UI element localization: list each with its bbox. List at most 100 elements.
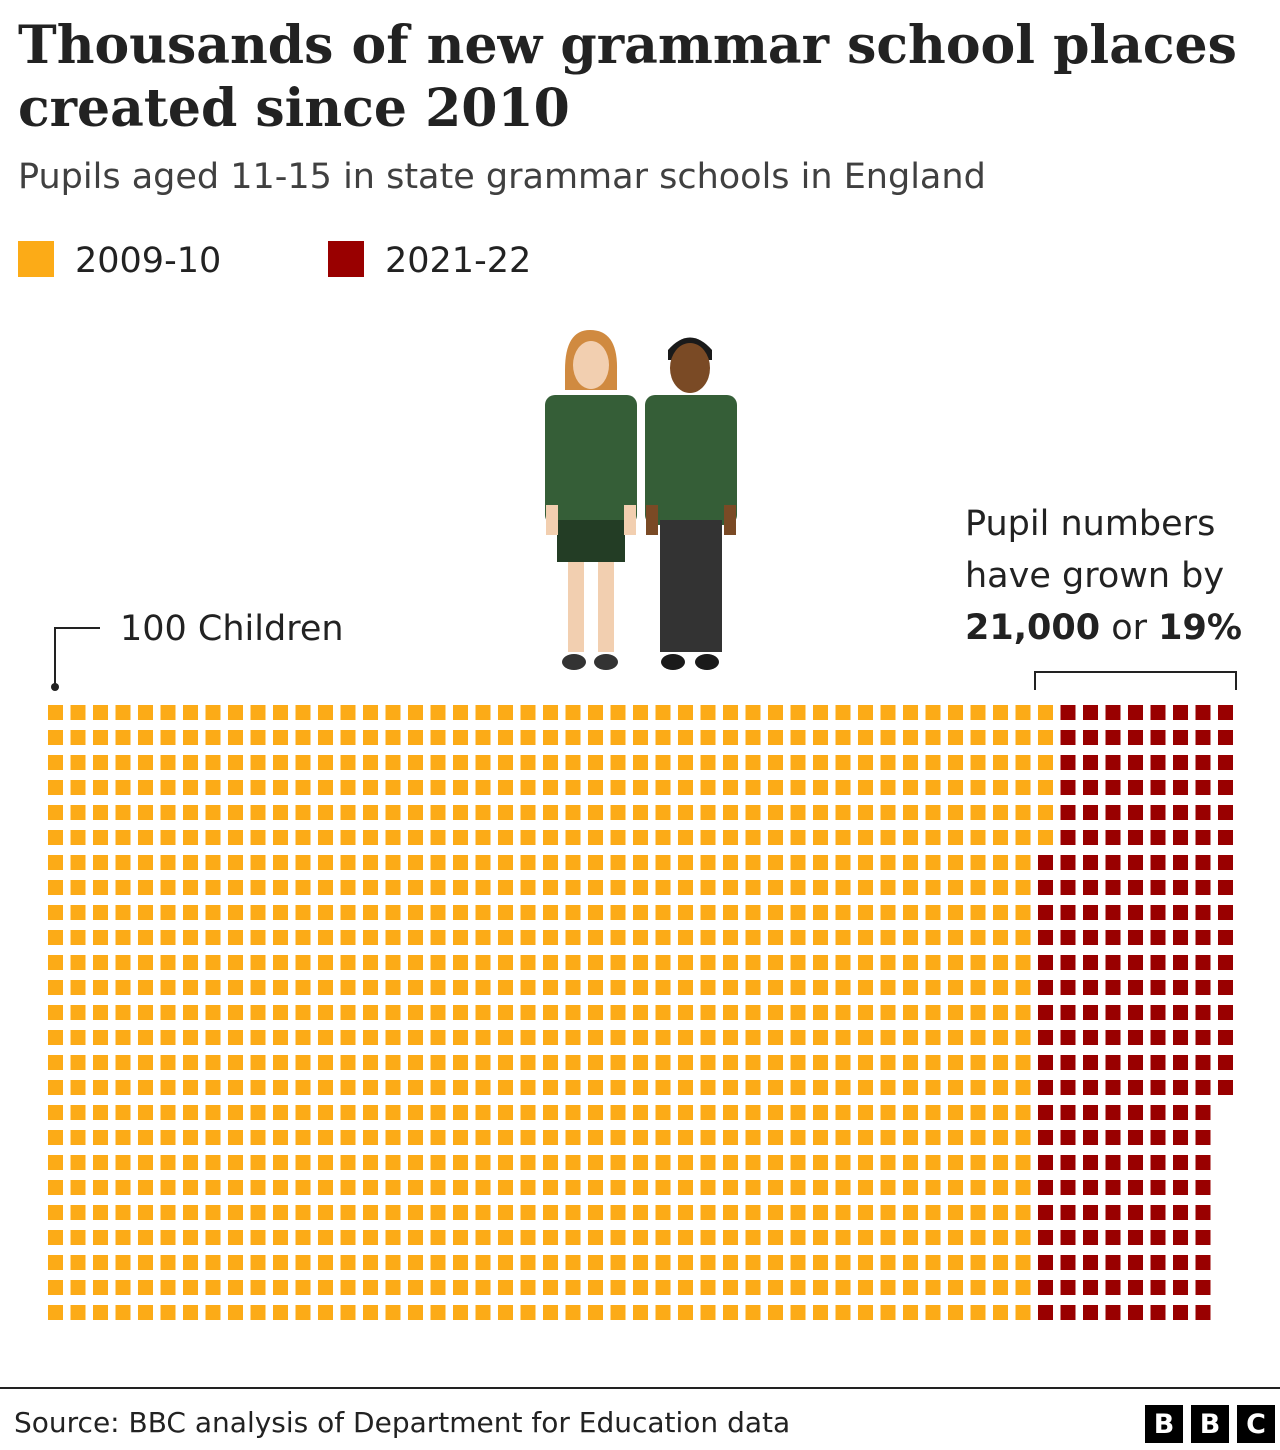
- waffle-square: [340, 1180, 356, 1195]
- waffle-square: [835, 1205, 851, 1220]
- waffle-square: [1038, 1105, 1053, 1120]
- waffle-square: [273, 930, 288, 945]
- waffle-square: [700, 955, 716, 970]
- unit-dot: [51, 683, 59, 691]
- waffle-square: [1173, 1005, 1188, 1020]
- waffle-square: [475, 1205, 491, 1220]
- waffle-square: [790, 1030, 806, 1045]
- waffle-square: [745, 1280, 761, 1295]
- waffle-square: [880, 980, 896, 995]
- waffle-square: [1083, 780, 1098, 795]
- waffle-square: [48, 705, 63, 720]
- waffle-square: [970, 1105, 986, 1120]
- waffle-square: [543, 1205, 558, 1220]
- waffle-square: [633, 955, 648, 970]
- waffle-square: [970, 1230, 986, 1245]
- waffle-square: [295, 955, 311, 970]
- waffle-square: [115, 905, 131, 920]
- waffle-square: [340, 755, 356, 770]
- waffle-square: [363, 905, 378, 920]
- waffle-square: [1060, 855, 1076, 870]
- waffle-square: [1195, 780, 1211, 795]
- waffle-square: [363, 1055, 378, 1070]
- waffle-square: [1083, 980, 1098, 995]
- waffle-square: [768, 1305, 783, 1320]
- waffle-square: [408, 1030, 423, 1045]
- waffle-square: [408, 880, 423, 895]
- waffle-square: [903, 780, 918, 795]
- waffle-square: [408, 730, 423, 745]
- waffle-square: [588, 1130, 603, 1145]
- waffle-square: [250, 1155, 266, 1170]
- waffle-square: [183, 1305, 198, 1320]
- waffle-square: [1015, 1005, 1031, 1020]
- waffle-square: [588, 1030, 603, 1045]
- waffle-square: [588, 955, 603, 970]
- waffle-square: [385, 805, 401, 820]
- waffle-square: [678, 1180, 693, 1195]
- waffle-square: [1150, 1105, 1166, 1120]
- waffle-square: [385, 1230, 401, 1245]
- waffle-square: [385, 930, 401, 945]
- waffle-square: [1128, 1305, 1143, 1320]
- waffle-square: [318, 1205, 333, 1220]
- waffle-square: [858, 1055, 873, 1070]
- waffle-square: [768, 1105, 783, 1120]
- waffle-square: [610, 980, 626, 995]
- waffle-square: [160, 755, 176, 770]
- waffle-square: [475, 1080, 491, 1095]
- waffle-square: [48, 855, 63, 870]
- waffle-square: [970, 1255, 986, 1270]
- unit-leader: [54, 627, 100, 686]
- waffle-square: [453, 955, 468, 970]
- waffle-square: [858, 830, 873, 845]
- waffle-square: [453, 1305, 468, 1320]
- waffle-square: [1060, 1205, 1076, 1220]
- waffle-square: [948, 1105, 963, 1120]
- waffle-square: [723, 1055, 738, 1070]
- waffle-square: [813, 1105, 828, 1120]
- annotation: 21,000 or 19%: [965, 608, 1242, 648]
- waffle-square: [430, 705, 446, 720]
- waffle-square: [250, 1030, 266, 1045]
- waffle-square: [1218, 930, 1233, 945]
- waffle-square: [318, 1305, 333, 1320]
- waffle-square: [1218, 1030, 1233, 1045]
- waffle-square: [565, 1080, 581, 1095]
- waffle-square: [813, 780, 828, 795]
- waffle-square: [48, 730, 63, 745]
- waffle-square: [1015, 1030, 1031, 1045]
- waffle-square: [1083, 1080, 1098, 1095]
- waffle-square: [655, 730, 671, 745]
- waffle-square: [970, 780, 986, 795]
- waffle-square: [363, 880, 378, 895]
- waffle-square: [70, 1155, 86, 1170]
- waffle-square: [970, 905, 986, 920]
- waffle-square: [205, 755, 221, 770]
- waffle-square: [363, 1005, 378, 1020]
- waffle-square: [880, 1055, 896, 1070]
- waffle-square: [1038, 830, 1053, 845]
- waffle-square: [925, 1030, 941, 1045]
- waffle-square: [1015, 1205, 1031, 1220]
- waffle-square: [520, 1280, 536, 1295]
- waffle-square: [813, 1305, 828, 1320]
- waffle-square: [1173, 1305, 1188, 1320]
- waffle-square: [565, 805, 581, 820]
- waffle-square: [1173, 955, 1188, 970]
- waffle-square: [790, 705, 806, 720]
- waffle-square: [295, 1105, 311, 1120]
- waffle-square: [1195, 855, 1211, 870]
- waffle-square: [48, 980, 63, 995]
- waffle-square: [273, 755, 288, 770]
- waffle-square: [813, 1130, 828, 1145]
- waffle-square: [880, 830, 896, 845]
- waffle-square: [385, 855, 401, 870]
- waffle-square: [1038, 755, 1053, 770]
- waffle-square: [790, 1005, 806, 1020]
- waffle-square: [115, 730, 131, 745]
- waffle-square: [183, 755, 198, 770]
- waffle-square: [205, 780, 221, 795]
- waffle-square: [340, 780, 356, 795]
- waffle-square: [678, 1230, 693, 1245]
